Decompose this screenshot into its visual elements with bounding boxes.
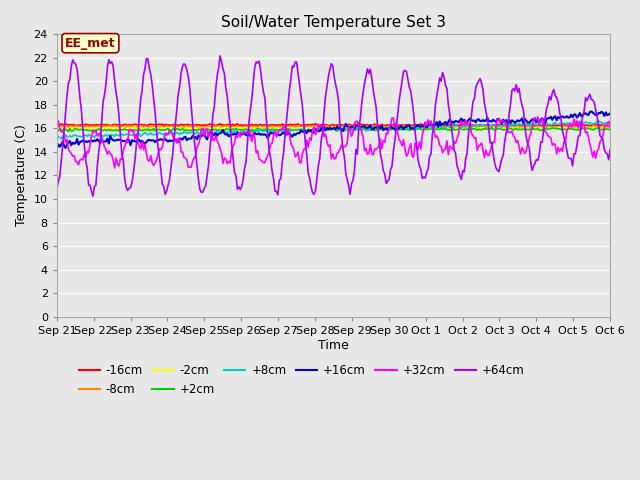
- +32cm: [606, 125, 614, 131]
- +8cm: [58, 136, 65, 142]
- +2cm: [90, 128, 98, 133]
- +2cm: [339, 127, 347, 133]
- Line: -8cm: -8cm: [57, 125, 610, 128]
- +2cm: [73, 126, 81, 132]
- +16cm: [53, 145, 61, 151]
- -2cm: [215, 124, 223, 130]
- +16cm: [530, 118, 538, 123]
- -16cm: [89, 122, 97, 128]
- -2cm: [72, 126, 79, 132]
- +2cm: [605, 127, 612, 132]
- -8cm: [606, 123, 614, 129]
- -2cm: [605, 126, 612, 132]
- -2cm: [339, 126, 347, 132]
- +64cm: [72, 61, 79, 67]
- +8cm: [449, 124, 456, 130]
- +16cm: [606, 111, 614, 117]
- +16cm: [588, 108, 595, 114]
- +2cm: [65, 129, 72, 134]
- +16cm: [604, 112, 611, 118]
- +32cm: [449, 146, 456, 152]
- Line: +16cm: +16cm: [57, 111, 610, 148]
- +2cm: [531, 127, 539, 132]
- +64cm: [606, 146, 614, 152]
- Y-axis label: Temperature (C): Temperature (C): [15, 124, 28, 227]
- +32cm: [72, 159, 79, 165]
- X-axis label: Time: Time: [318, 339, 349, 352]
- -8cm: [532, 124, 540, 130]
- +32cm: [53, 125, 61, 131]
- +32cm: [534, 114, 541, 120]
- +8cm: [531, 120, 539, 126]
- -16cm: [72, 123, 79, 129]
- -16cm: [337, 122, 345, 128]
- +2cm: [449, 125, 456, 131]
- -2cm: [606, 127, 614, 132]
- +8cm: [606, 120, 614, 126]
- +8cm: [53, 133, 61, 139]
- -16cm: [532, 122, 540, 128]
- -8cm: [89, 123, 97, 129]
- +64cm: [451, 147, 458, 153]
- +64cm: [340, 154, 348, 159]
- +32cm: [111, 165, 118, 171]
- Line: -2cm: -2cm: [57, 127, 610, 130]
- +8cm: [90, 135, 98, 141]
- +16cm: [72, 140, 79, 146]
- -2cm: [531, 125, 539, 131]
- -16cm: [53, 121, 61, 127]
- -16cm: [355, 120, 363, 126]
- +64cm: [216, 53, 224, 59]
- -8cm: [72, 123, 79, 129]
- +16cm: [89, 139, 97, 144]
- +16cm: [447, 121, 455, 127]
- -8cm: [339, 123, 347, 129]
- +2cm: [606, 127, 614, 133]
- +8cm: [339, 126, 347, 132]
- Line: +64cm: +64cm: [57, 56, 610, 196]
- +32cm: [339, 145, 347, 151]
- +32cm: [89, 128, 97, 134]
- Line: +2cm: +2cm: [57, 128, 610, 132]
- +8cm: [605, 120, 612, 125]
- Title: Soil/Water Temperature Set 3: Soil/Water Temperature Set 3: [221, 15, 446, 30]
- +8cm: [73, 133, 81, 139]
- Text: EE_met: EE_met: [65, 36, 116, 49]
- +8cm: [595, 118, 602, 124]
- +64cm: [532, 156, 540, 162]
- -2cm: [89, 126, 97, 132]
- -2cm: [53, 126, 61, 132]
- -16cm: [606, 122, 614, 128]
- +2cm: [543, 125, 550, 131]
- +64cm: [90, 183, 98, 189]
- -8cm: [431, 125, 439, 131]
- +2cm: [53, 128, 61, 133]
- -8cm: [451, 124, 458, 130]
- Line: -16cm: -16cm: [57, 123, 610, 127]
- -8cm: [53, 124, 61, 130]
- Line: +8cm: +8cm: [57, 121, 610, 139]
- Legend: -16cm, -8cm, -2cm, +2cm, +8cm, +16cm, +32cm, +64cm: -16cm, -8cm, -2cm, +2cm, +8cm, +16cm, +3…: [74, 360, 529, 401]
- +32cm: [605, 119, 612, 124]
- -2cm: [534, 127, 541, 132]
- -16cm: [451, 122, 458, 128]
- +32cm: [531, 115, 539, 121]
- +16cm: [337, 126, 345, 132]
- -16cm: [431, 124, 439, 130]
- -2cm: [449, 125, 456, 131]
- Line: +32cm: +32cm: [57, 117, 610, 168]
- -8cm: [189, 122, 196, 128]
- +64cm: [605, 157, 612, 163]
- +64cm: [89, 193, 97, 199]
- -8cm: [605, 124, 612, 130]
- +64cm: [53, 185, 61, 191]
- -16cm: [605, 123, 612, 129]
